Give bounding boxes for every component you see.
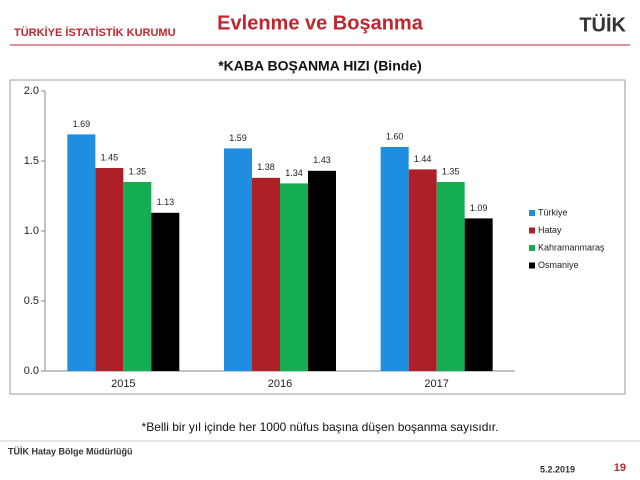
y-tick-label: 0.5 [24, 295, 39, 307]
bar [67, 134, 96, 371]
bar [224, 148, 252, 371]
x-tick-label: 2015 [111, 378, 135, 390]
footnote: *Belli bir yıl içinde her 1000 nüfus baş… [142, 420, 499, 434]
legend-label: Hatay [538, 225, 562, 235]
x-tick-label: 2017 [424, 378, 448, 390]
value-label: 1.13 [157, 197, 175, 207]
legend-label: Osmaniye [538, 260, 579, 270]
footer-office: TÜİK Hatay Bölge Müdürlüğü [8, 446, 133, 456]
bar [436, 182, 465, 371]
legend-swatch [529, 245, 535, 251]
value-label: 1.09 [470, 203, 488, 213]
logo: TÜİK [579, 13, 626, 36]
value-label: 1.69 [73, 119, 91, 129]
value-label: 1.35 [442, 166, 460, 176]
bar [280, 183, 308, 371]
bar [408, 169, 437, 371]
bar [151, 212, 180, 371]
value-label: 1.35 [129, 166, 147, 176]
bar [95, 168, 124, 371]
bar [308, 170, 336, 371]
value-label: 1.44 [414, 154, 432, 164]
x-tick-label: 2016 [268, 378, 292, 390]
bar [464, 218, 493, 371]
y-tick-label: 1.5 [24, 155, 39, 167]
plot-frame [9, 79, 626, 395]
value-label: 1.34 [285, 168, 303, 178]
page-number: 19 [614, 462, 626, 474]
slide-title: Evlenme ve Boşanma [217, 12, 424, 34]
chart-title: *KABA BOŞANMA HIZI (Binde) [218, 58, 422, 74]
legend-label: Kahramanmaraş [538, 242, 605, 252]
footer-date: 5.2.2019 [540, 464, 575, 474]
y-tick-label: 1.0 [24, 225, 39, 237]
legend-label: Türkiye [538, 207, 568, 217]
legend-swatch [529, 227, 535, 234]
bar [252, 177, 280, 371]
y-tick-label: 0.0 [24, 365, 39, 377]
value-label: 1.60 [386, 131, 404, 141]
legend-swatch [529, 262, 535, 269]
value-label: 1.45 [101, 152, 119, 162]
legend-swatch [529, 210, 535, 216]
value-label: 1.43 [313, 155, 331, 165]
bar [380, 147, 409, 371]
value-label: 1.38 [257, 162, 275, 172]
bar [123, 182, 152, 371]
org-name: TÜRKİYE İSTATİSTİK KURUMU [14, 26, 176, 39]
value-label: 1.59 [229, 133, 247, 143]
y-tick-label: 2.0 [24, 85, 39, 97]
